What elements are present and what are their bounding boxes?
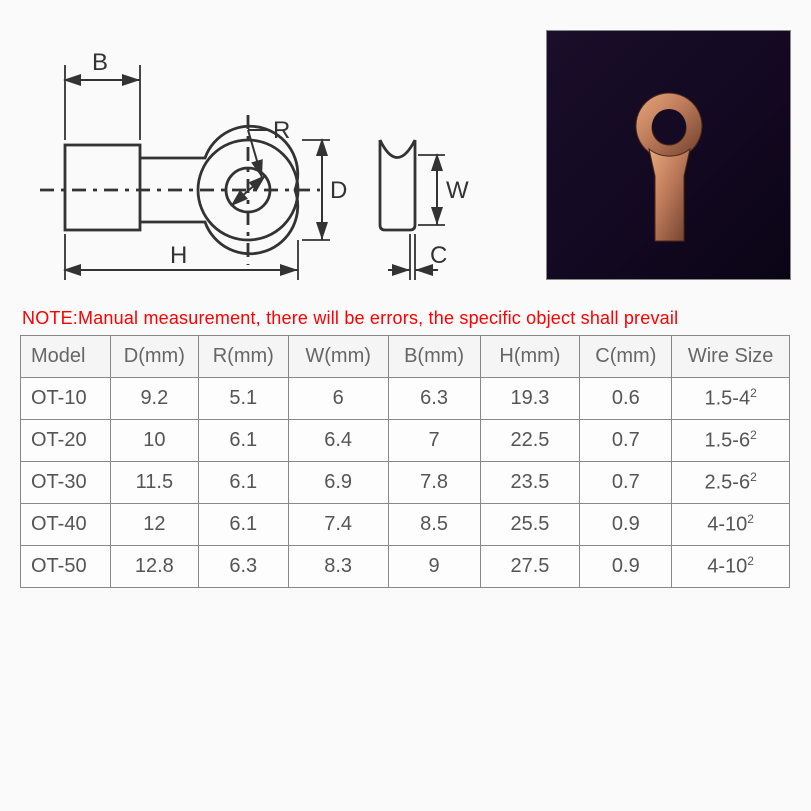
col-header: C(mm) [580, 336, 672, 378]
table-cell: 6.1 [198, 420, 288, 462]
note-text: NOTE:Manual measurement, there will be e… [22, 308, 791, 329]
table-cell: 10 [110, 420, 198, 462]
table-cell: 0.6 [580, 378, 672, 420]
table-cell: 6.4 [288, 420, 388, 462]
table-cell: 8.3 [288, 546, 388, 588]
table-row: OT-20106.16.4722.50.71.5-62 [21, 420, 790, 462]
table-cell: 12 [110, 504, 198, 546]
product-photo [546, 30, 791, 280]
table-cell: 4-102 [672, 546, 790, 588]
top-row: B H R D [20, 30, 791, 300]
table-cell: 1.5-62 [672, 420, 790, 462]
table-cell: 25.5 [480, 504, 580, 546]
table-cell: OT-50 [21, 546, 111, 588]
label-D: D [330, 177, 347, 204]
table-cell: 6.1 [198, 504, 288, 546]
table-cell: 6 [288, 378, 388, 420]
label-H: H [170, 242, 187, 269]
table-cell: 23.5 [480, 462, 580, 504]
label-C: C [430, 242, 447, 269]
table-cell: 7 [388, 420, 480, 462]
label-B: B [92, 49, 108, 76]
table-cell: OT-20 [21, 420, 111, 462]
table-cell: 6.3 [198, 546, 288, 588]
table-cell: 19.3 [480, 378, 580, 420]
table-cell: 0.9 [580, 546, 672, 588]
table-cell: 9.2 [110, 378, 198, 420]
spec-table: ModelD(mm)R(mm)W(mm)B(mm)H(mm)C(mm)Wire … [20, 335, 790, 588]
table-cell: 7.8 [388, 462, 480, 504]
page-root: B H R D [0, 0, 811, 811]
table-cell: 12.8 [110, 546, 198, 588]
table-cell: 6.3 [388, 378, 480, 420]
col-header: H(mm) [480, 336, 580, 378]
table-cell: 0.7 [580, 462, 672, 504]
table-cell: 9 [388, 546, 480, 588]
copper-terminal-icon [632, 91, 707, 246]
table-cell: 1.5-42 [672, 378, 790, 420]
col-header: R(mm) [198, 336, 288, 378]
table-header-row: ModelD(mm)R(mm)W(mm)B(mm)H(mm)C(mm)Wire … [21, 336, 790, 378]
table-cell: 11.5 [110, 462, 198, 504]
col-header: W(mm) [288, 336, 388, 378]
table-cell: 4-102 [672, 504, 790, 546]
table-cell: OT-40 [21, 504, 111, 546]
table-cell: OT-10 [21, 378, 111, 420]
table-cell: 2.5-62 [672, 462, 790, 504]
table-row: OT-3011.56.16.97.823.50.72.5-62 [21, 462, 790, 504]
col-header: Wire Size [672, 336, 790, 378]
table-row: OT-109.25.166.319.30.61.5-42 [21, 378, 790, 420]
label-W: W [446, 177, 469, 204]
table-cell: 0.7 [580, 420, 672, 462]
table-cell: OT-30 [21, 462, 111, 504]
table-cell: 5.1 [198, 378, 288, 420]
table-cell: 6.9 [288, 462, 388, 504]
table-row: OT-40126.17.48.525.50.94-102 [21, 504, 790, 546]
label-R: R [273, 117, 290, 144]
table-cell: 22.5 [480, 420, 580, 462]
table-cell: 7.4 [288, 504, 388, 546]
table-cell: 27.5 [480, 546, 580, 588]
table-row: OT-5012.86.38.3927.50.94-102 [21, 546, 790, 588]
technical-diagram: B H R D [20, 30, 500, 300]
col-header: Model [21, 336, 111, 378]
table-cell: 0.9 [580, 504, 672, 546]
table-cell: 6.1 [198, 462, 288, 504]
table-cell: 8.5 [388, 504, 480, 546]
col-header: B(mm) [388, 336, 480, 378]
col-header: D(mm) [110, 336, 198, 378]
